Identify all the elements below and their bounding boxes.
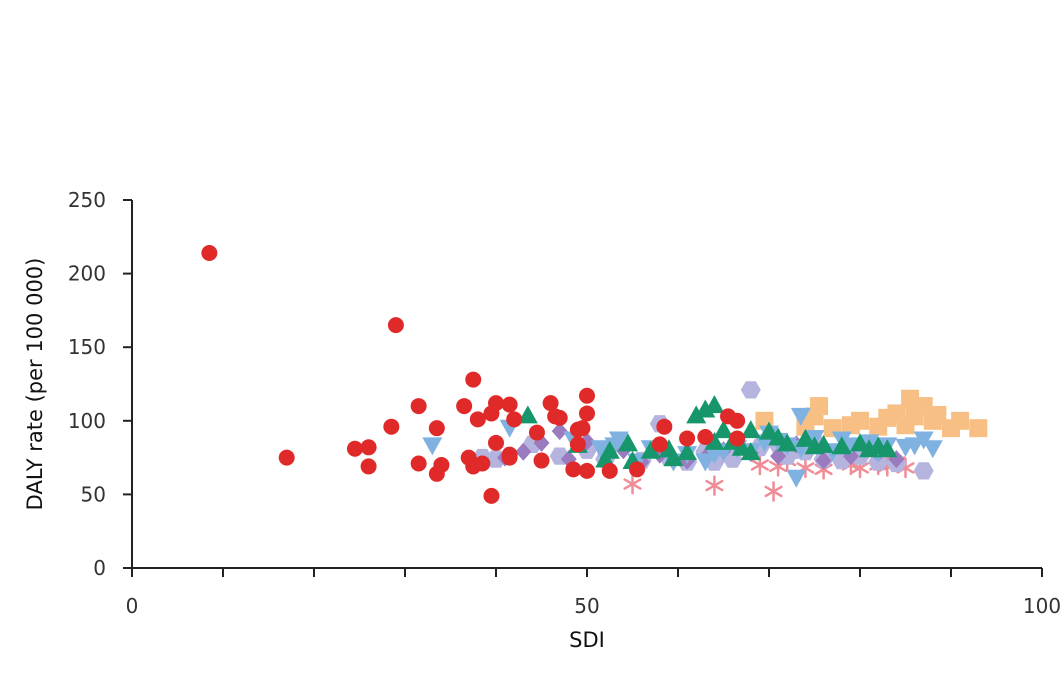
data-point-triangle-up (831, 436, 852, 455)
data-point-circle (501, 396, 518, 413)
data-point-circle (469, 411, 486, 428)
data-point-circle (569, 436, 586, 453)
x-tick-label: 0 (126, 594, 139, 618)
y-tick-label: 200 (68, 262, 106, 286)
y-tick-label: 50 (81, 482, 106, 506)
data-point-square (969, 419, 988, 438)
y-axis-title: DALY rate (per 100 000) (23, 258, 47, 511)
data-point-circle (488, 434, 504, 451)
data-point-circle (474, 455, 491, 472)
data-point-diamond (515, 442, 532, 461)
x-tick-label: 50 (574, 594, 599, 618)
data-point-triangle-up (517, 405, 538, 424)
data-point-circle (433, 456, 450, 473)
data-point-circle (410, 398, 427, 415)
data-point-triangle-up (713, 420, 734, 439)
data-point-diamond (551, 422, 568, 441)
data-point-circle (201, 244, 218, 261)
data-point-triangle-up (877, 439, 898, 458)
data-point-circle (483, 487, 500, 504)
data-point-triangle-down (695, 453, 716, 472)
data-point-diamond (815, 451, 832, 470)
data-point-circle (278, 449, 295, 466)
data-point-triangle-down (790, 407, 811, 426)
data-point-hexagon (913, 462, 934, 480)
data-point-circle (387, 317, 404, 334)
data-point-triangle-up (813, 434, 834, 453)
y-tick-label: 100 (68, 409, 106, 433)
y-tick-label: 250 (68, 188, 106, 212)
data-point-circle (488, 395, 504, 412)
data-point-square (951, 411, 970, 430)
data-point-circle (428, 420, 445, 437)
points-layer (201, 244, 988, 504)
data-point-circle (579, 387, 595, 404)
data-point-circle (565, 461, 582, 478)
data-point-triangle-up (704, 395, 725, 414)
data-point-circle (346, 440, 363, 457)
data-point-square (810, 397, 829, 416)
data-point-hexagon (740, 381, 761, 399)
y-tick-label: 150 (68, 335, 106, 359)
x-tick-label: 100 (1023, 594, 1061, 618)
data-point-square (851, 411, 869, 430)
data-point-circle (465, 371, 482, 388)
data-point-circle (542, 395, 559, 412)
data-point-circle (679, 430, 696, 447)
data-point-triangle-down (786, 469, 807, 488)
data-point-circle (697, 428, 714, 445)
data-point-triangle-up (677, 442, 698, 461)
data-point-square (928, 405, 947, 424)
data-point-circle (528, 424, 545, 441)
axis-ticks: 0 50 100 0 50 100 150 200 250 (68, 188, 1061, 618)
data-point-circle (656, 418, 673, 435)
data-point-circle (456, 398, 473, 415)
data-point-triangle-up (740, 420, 761, 439)
data-point-triangle-up (740, 442, 761, 461)
data-point-triangle-up (663, 448, 684, 467)
data-point-asterisk (764, 481, 783, 502)
data-point-circle (360, 439, 377, 456)
data-point-circle (601, 462, 618, 479)
data-point-triangle-down (608, 431, 629, 450)
x-axis-title: SDI (569, 628, 605, 652)
data-point-circle (729, 412, 746, 429)
data-point-circle (360, 458, 377, 475)
data-point-triangle-down (590, 440, 611, 459)
data-point-circle (629, 461, 646, 478)
data-point-triangle-up (777, 433, 798, 452)
y-tick-label: 0 (93, 556, 106, 580)
data-point-triangle-up (704, 431, 725, 450)
data-point-asterisk (623, 473, 642, 495)
data-point-circle (574, 420, 591, 437)
data-point-triangle-up (795, 428, 816, 447)
data-point-circle (579, 405, 595, 422)
data-point-triangle-up (599, 440, 620, 459)
data-point-diamond (770, 447, 787, 466)
data-point-circle (383, 418, 400, 435)
data-point-circle (579, 462, 595, 479)
data-point-square (914, 397, 933, 416)
data-point-asterisk (705, 475, 724, 496)
data-point-square (901, 389, 920, 408)
data-point-triangle-up (640, 440, 661, 459)
data-point-triangle-up (617, 433, 638, 452)
data-point-triangle-up (686, 405, 707, 424)
data-point-circle (533, 452, 550, 469)
data-point-circle (729, 430, 746, 447)
data-point-circle (506, 411, 523, 428)
data-point-circle (410, 455, 427, 472)
data-point-triangle-down (422, 437, 443, 456)
data-point-circle (551, 409, 568, 426)
data-point-circle (501, 449, 518, 466)
data-point-triangle-down (922, 440, 943, 459)
data-point-circle (651, 436, 668, 453)
